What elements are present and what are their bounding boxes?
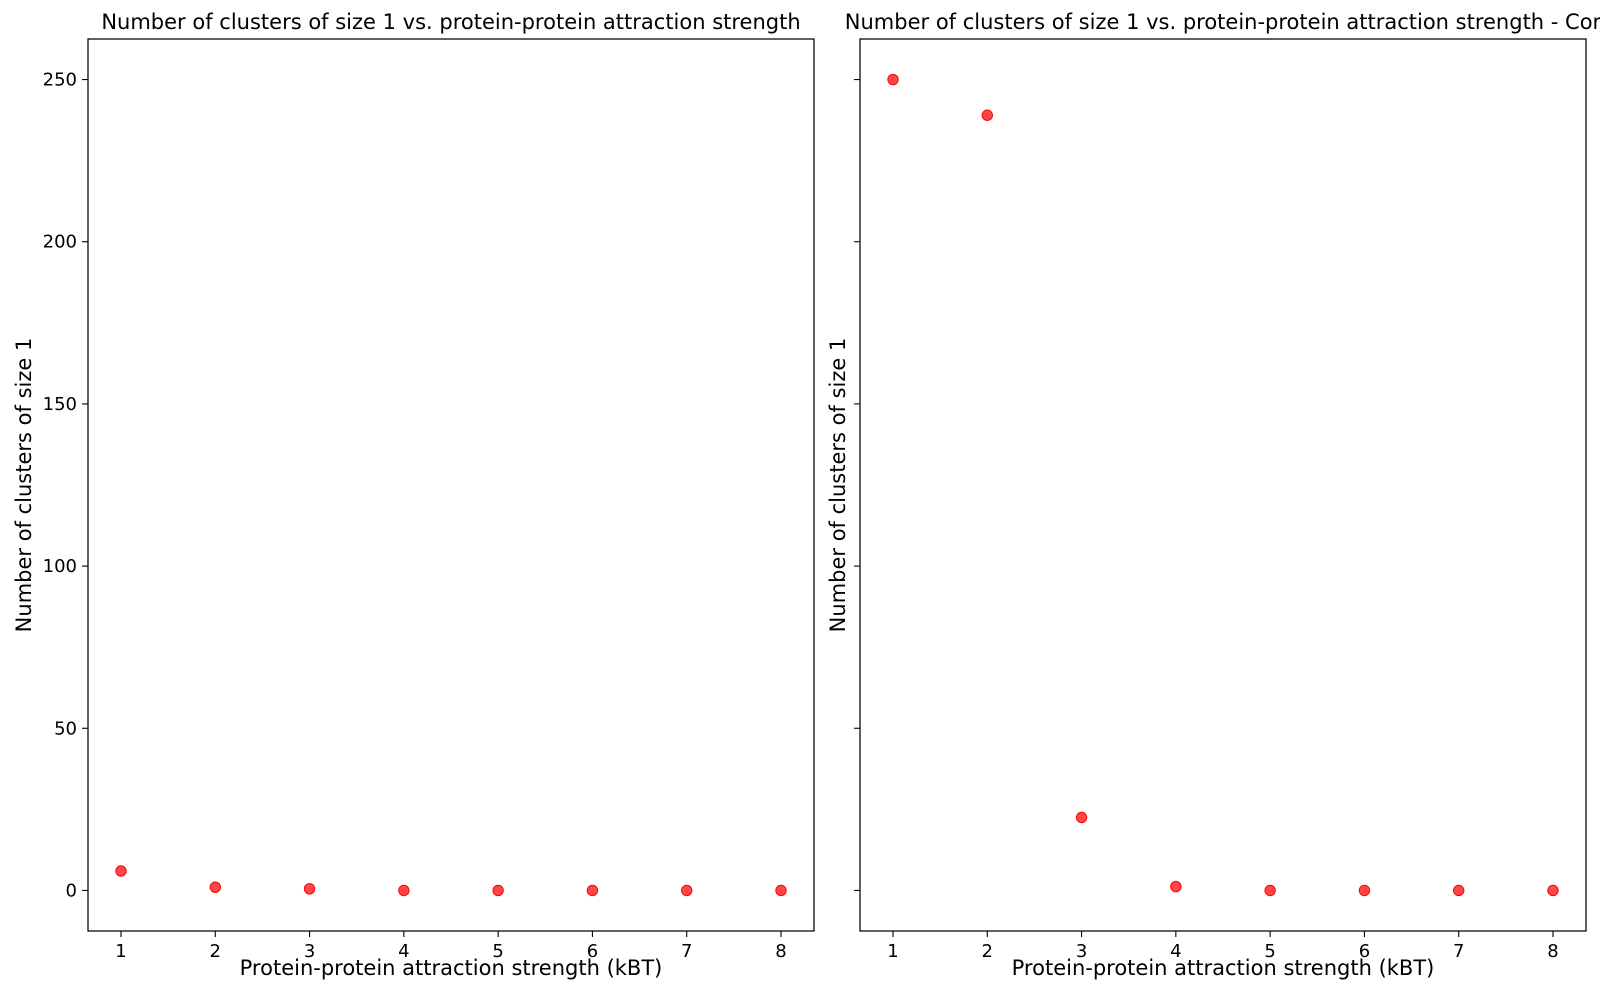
y-tick-label-1-250: 250 [43, 70, 77, 91]
chart-title-1: Number of clusters of size 1 vs. protein… [101, 10, 800, 34]
y-tick-label-1-100: 100 [43, 556, 77, 577]
x-tick-label-2-1: 1 [887, 941, 898, 962]
scatter-point-2-7 [1453, 884, 1465, 897]
scatter-point-1-6 [586, 884, 599, 897]
x-tick-label-1-5: 5 [492, 941, 503, 962]
y-axis-label-2: Number of clusters of size 1 [826, 338, 850, 633]
scatter-point-2-4 [1170, 880, 1182, 893]
scatter-point-2-1 [887, 73, 899, 86]
left-scatter-panel: Number of clusters of size 1 vs. protein… [12, 10, 815, 980]
right-scatter-panel: Number of clusters of size 1 vs. protein… [826, 10, 1600, 980]
y-tick-label-1-200: 200 [43, 232, 77, 253]
scatter-point-1-3 [303, 883, 316, 895]
x-tick-label-1-8: 8 [775, 941, 786, 962]
x-tick-label-2-3: 3 [1076, 941, 1087, 962]
y-tick-label-1-0: 0 [66, 880, 77, 901]
y-tick-label-1-50: 50 [54, 718, 77, 739]
x-axis-label-2: Protein-protein attraction strength (kBT… [1012, 956, 1435, 980]
scatter-point-1-7 [681, 884, 693, 897]
x-tick-label-2-4: 4 [1170, 941, 1181, 962]
plot-area-2 [859, 38, 1587, 932]
scatter-point-1-5 [492, 884, 504, 897]
scatter-point-1-4 [398, 884, 410, 897]
y-axis-label-1: Number of clusters of size 1 [12, 338, 36, 633]
x-tick-label-2-2: 2 [982, 941, 993, 962]
x-tick-label-1-4: 4 [398, 941, 409, 962]
scatter-point-2-8 [1547, 884, 1559, 897]
scatter-point-2-2 [981, 109, 993, 121]
x-tick-label-1-7: 7 [681, 941, 692, 962]
x-tick-label-1-3: 3 [304, 941, 315, 962]
y-tick-label-1-150: 150 [43, 394, 77, 415]
plot-area-1 [87, 38, 815, 932]
scatter-point-2-6 [1358, 884, 1371, 897]
scatter-point-1-2 [209, 881, 221, 893]
scatter-point-1-8 [775, 884, 787, 897]
scatter-point-2-3 [1075, 811, 1088, 824]
x-tick-label-2-6: 6 [1359, 941, 1370, 962]
x-tick-label-1-1: 1 [115, 941, 126, 962]
scatter-point-1-1 [115, 865, 127, 877]
x-tick-label-2-8: 8 [1547, 941, 1558, 962]
x-tick-label-2-5: 5 [1264, 941, 1275, 962]
x-axis-label-1: Protein-protein attraction strength (kBT… [240, 956, 663, 980]
x-tick-label-1-6: 6 [587, 941, 598, 962]
chart-title-2: Number of clusters of size 1 vs. protein… [845, 10, 1600, 34]
x-tick-label-1-2: 2 [210, 941, 221, 962]
scatter-point-2-5 [1264, 884, 1276, 897]
x-tick-label-2-7: 7 [1453, 941, 1464, 962]
